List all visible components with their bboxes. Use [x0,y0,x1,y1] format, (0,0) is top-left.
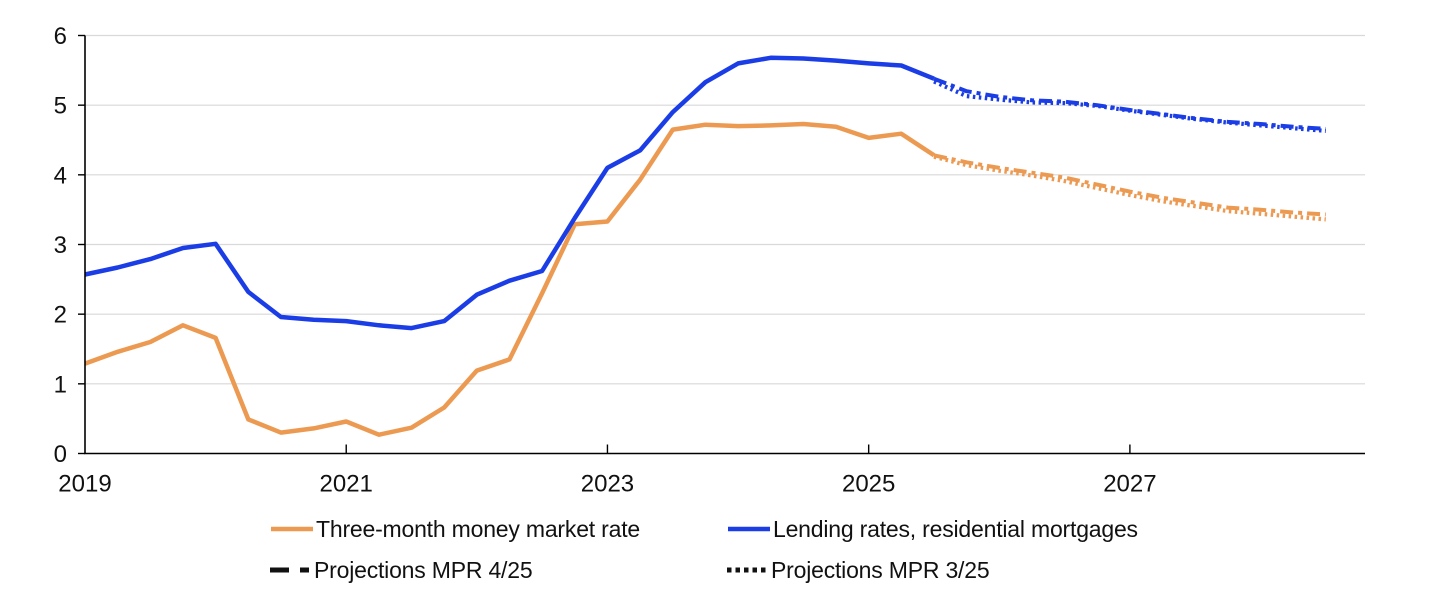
x-tick-label-2023: 2023 [581,471,634,498]
series-line-2 [933,153,1326,217]
legend-item-money-market-rate: Three-month money market rate [270,515,640,543]
series-line-0 [933,154,1326,222]
legend-label-money-market-rate: Three-month money market rate [316,515,640,542]
series-line-4 [84,121,936,437]
y-tick-label-5: 5 [54,93,67,120]
y-tick-label-3: 3 [54,232,67,259]
legend-label-projections-mpr-4-25: Projections MPR 4/25 [314,556,533,583]
x-tick-label-2025: 2025 [842,471,895,498]
y-tick-label-2: 2 [54,302,67,329]
solid-orange-line-swatch-icon [271,526,313,532]
dashed-line-swatch-icon [270,567,312,573]
legend-item-lending-rates: Lending rates, residential mortgages [727,515,1138,543]
x-tick-label-2027: 2027 [1103,471,1156,498]
legend-item-projections-mpr-4-25: Projections MPR 4/25 [270,556,533,584]
y-tick-label-0: 0 [54,441,67,468]
dotted-line-swatch-icon [727,567,769,573]
series-line-1 [933,79,1326,133]
legend-item-projections-mpr-3-25: Projections MPR 3/25 [727,556,990,584]
y-tick-label-4: 4 [54,162,67,189]
legend-label-lending-rates: Lending rates, residential mortgages [773,515,1138,542]
y-tick-label-6: 6 [54,23,67,50]
solid-blue-line-swatch-icon [728,526,770,532]
y-tick-label-1: 1 [54,371,67,398]
legend-label-projections-mpr-3-25: Projections MPR 3/25 [771,556,990,583]
x-tick-label-2019: 2019 [58,471,111,498]
x-tick-label-2021: 2021 [320,471,373,498]
series-line-3 [933,76,1326,131]
series-line-5 [84,55,935,331]
